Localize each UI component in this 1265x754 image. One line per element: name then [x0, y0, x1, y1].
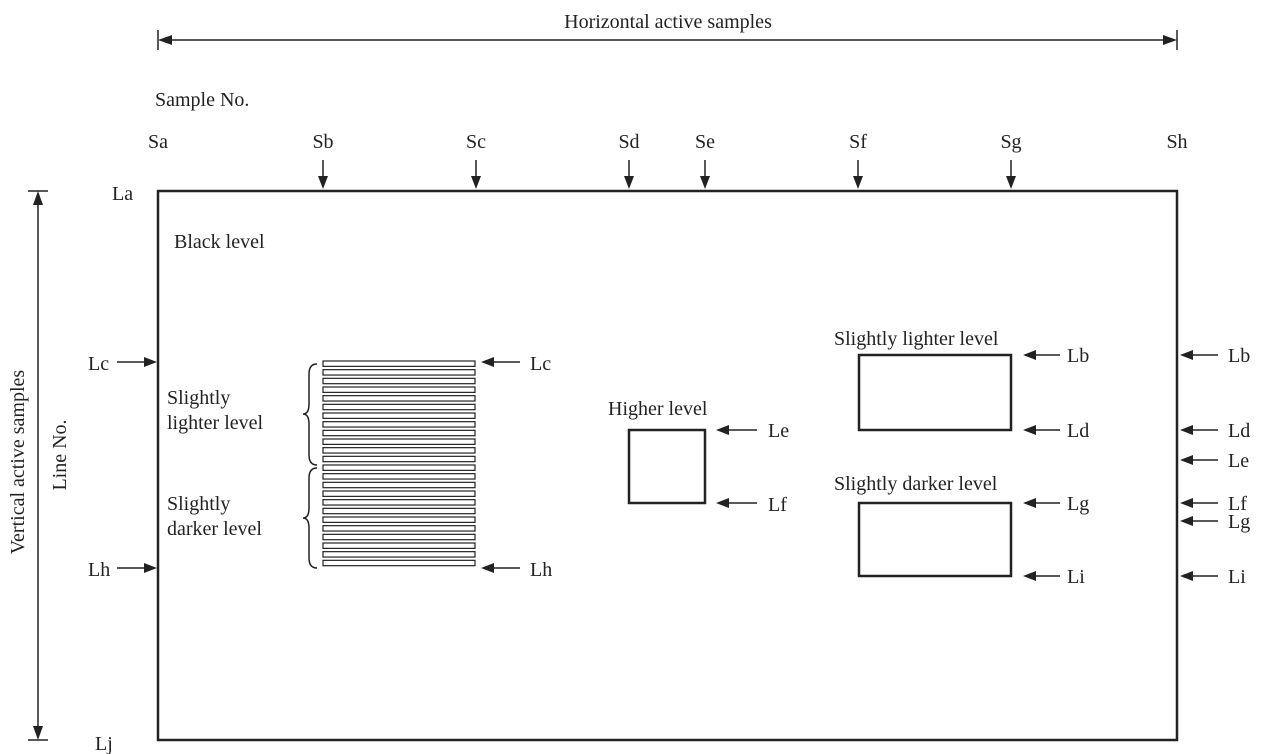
grating-bar	[322, 377, 476, 385]
line-label-lf-box: Lf	[768, 494, 787, 516]
sample-label-sh: Sh	[1166, 131, 1187, 153]
darker-level-box	[857, 501, 1013, 578]
sample-label-sa: Sa	[148, 131, 168, 153]
grating-lighter-label-line2: lighter level	[167, 412, 264, 434]
right-arrow-lb: Lb	[1180, 345, 1250, 367]
line-label-lb-right: Lb	[1228, 345, 1250, 367]
line-label-li-right: Li	[1228, 566, 1246, 588]
grating-bar	[322, 447, 476, 454]
line-label-lf-right: Lf	[1228, 493, 1247, 515]
lighter-box-label: Slightly lighter level	[834, 328, 999, 350]
lighter-arrow-ld: Ld	[1023, 420, 1089, 442]
sample-arrows	[318, 160, 1016, 189]
grating-lighter-label-line1: Slightly	[167, 387, 230, 409]
sample-no-label: Sample No.	[155, 89, 249, 111]
grating-bar	[322, 369, 476, 376]
grating-bar	[322, 360, 476, 367]
grating-bar	[322, 551, 476, 558]
lighter-arrow-lb: Lb	[1023, 345, 1089, 367]
line-label-ld-box: Ld	[1067, 420, 1089, 442]
grating-bar	[322, 421, 476, 428]
line-label-le-box: Le	[768, 420, 789, 442]
line-label-le-right: Le	[1228, 450, 1249, 472]
grating-bar	[322, 481, 476, 489]
grating-bar	[322, 516, 476, 523]
right-arrow-le: Le	[1180, 450, 1249, 472]
lighter-level-box	[857, 353, 1013, 432]
higher-level-label: Higher level	[608, 398, 708, 420]
right-arrow-lf: Lf	[1180, 493, 1247, 515]
right-arrows: Lb Ld Le Lf Lg Li	[1180, 345, 1250, 588]
line-label-lj: Lj	[95, 733, 113, 754]
grating-bar	[322, 559, 476, 567]
grating-arrow-lc: Lc	[481, 353, 551, 375]
active-picture-frame	[156, 189, 1179, 742]
line-label-lh-left: Lh	[88, 559, 110, 581]
arrow-sg	[1006, 160, 1016, 189]
sample-label-sc: Sc	[466, 131, 486, 153]
grating-bar	[322, 412, 476, 419]
vertical-active-samples-label: Vertical active samples	[7, 370, 29, 555]
grating-darker-label-line1: Slightly	[167, 493, 230, 515]
darker-arrow-li: Li	[1023, 566, 1085, 588]
right-arrow-ld: Ld	[1180, 420, 1250, 442]
horizontal-dimension	[157, 30, 1178, 50]
sample-label-sf: Sf	[849, 131, 867, 153]
brace-darker	[302, 467, 318, 569]
arrow-sf	[853, 160, 863, 189]
grating-bar	[322, 507, 476, 515]
grating-bar	[322, 533, 476, 541]
grating-bar	[322, 473, 476, 480]
brace-lighter	[302, 363, 318, 466]
sample-label-sd: Sd	[618, 131, 639, 153]
black-level-label: Black level	[174, 231, 265, 253]
sample-label-sg: Sg	[1000, 131, 1021, 153]
left-arrow-lc: Lc	[88, 353, 157, 375]
line-label-lh-grating: Lh	[530, 559, 552, 581]
grating-bar	[322, 542, 476, 549]
line-label-lg-right: Lg	[1228, 511, 1250, 533]
line-label-lc-grating: Lc	[530, 353, 551, 375]
grating-arrow-lh: Lh	[481, 559, 552, 581]
right-arrow-lg: Lg	[1180, 511, 1250, 533]
higher-arrow-lf: Lf	[716, 494, 787, 516]
left-arrow-lh: Lh	[88, 559, 157, 581]
grating-bar	[322, 386, 476, 393]
higher-arrow-le: Le	[716, 420, 789, 442]
grating-bar	[322, 403, 476, 411]
horizontal-active-samples-label: Horizontal active samples	[564, 11, 772, 33]
line-label-la: La	[112, 183, 133, 205]
grating-bar	[322, 464, 476, 471]
grating-bar	[322, 438, 476, 445]
higher-level-box	[627, 428, 707, 505]
darker-box-label: Slightly darker level	[834, 473, 998, 495]
arrow-sd	[624, 160, 634, 189]
line-label-li-box: Li	[1067, 566, 1085, 588]
sample-label-sb: Sb	[312, 131, 333, 153]
grating-bar	[322, 525, 476, 532]
right-arrow-li: Li	[1180, 566, 1246, 588]
line-label-ld-right: Ld	[1228, 420, 1250, 442]
grating-bar	[322, 499, 476, 506]
grating-bar	[322, 429, 476, 437]
line-label-lg-box: Lg	[1067, 493, 1089, 515]
grating-bar	[322, 455, 476, 463]
darker-arrow-lg: Lg	[1023, 493, 1089, 515]
grating-darker-label-line2: darker level	[167, 518, 262, 540]
grating-pattern	[322, 360, 476, 567]
line-no-label: Line No.	[49, 419, 71, 490]
line-label-lb-box: Lb	[1067, 345, 1089, 367]
vertical-dimension	[28, 190, 48, 741]
grating-bar	[322, 395, 476, 402]
arrow-sb	[318, 160, 328, 189]
sample-label-se: Se	[695, 131, 715, 153]
arrow-sc	[471, 160, 481, 189]
line-label-lc-left: Lc	[88, 353, 109, 375]
arrow-se	[700, 160, 710, 189]
grating-bar	[322, 490, 476, 497]
